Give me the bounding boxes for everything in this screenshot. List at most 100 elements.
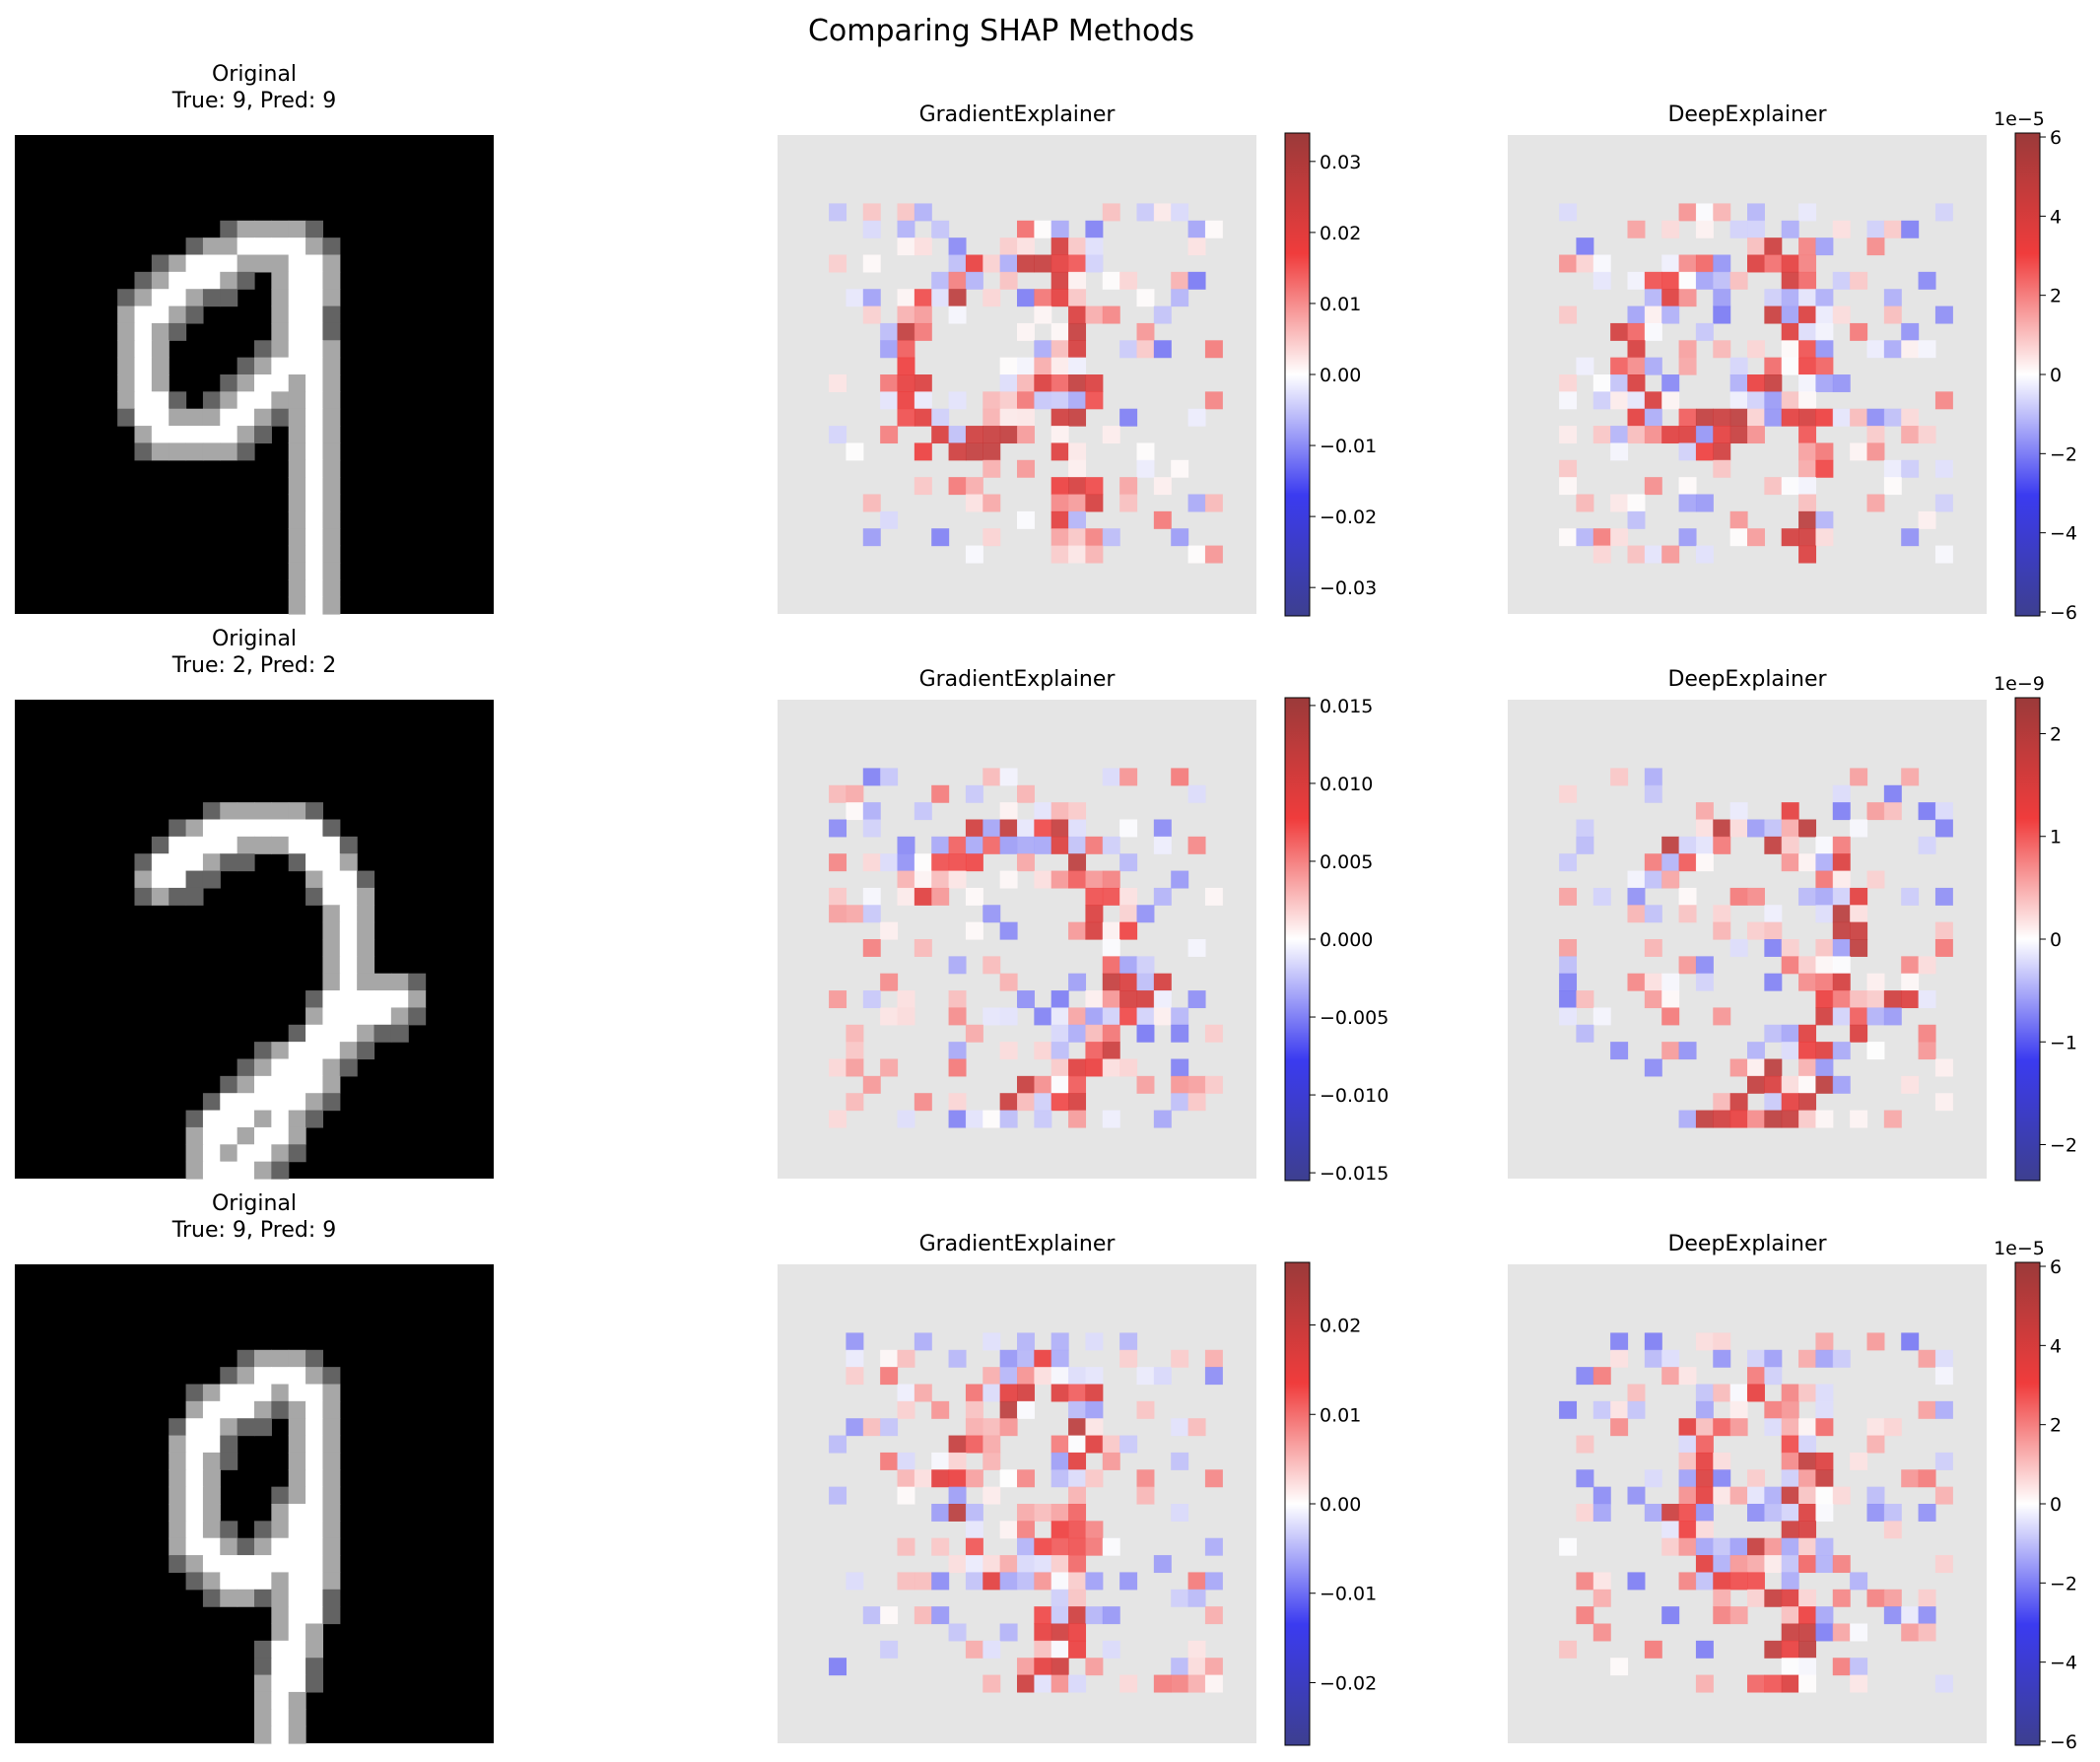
shap-cell bbox=[965, 1435, 983, 1454]
shap-cell bbox=[948, 289, 967, 307]
shap-cell bbox=[1747, 254, 1765, 273]
digit-pixel bbox=[220, 1589, 238, 1607]
shap-cell bbox=[1068, 357, 1087, 375]
digit-pixel bbox=[322, 1007, 341, 1026]
shap-cell bbox=[1815, 939, 1834, 957]
digit-image-pixels bbox=[117, 220, 341, 615]
digit-pixel bbox=[339, 956, 358, 975]
shap-cell bbox=[1187, 1572, 1206, 1591]
digit-pixel bbox=[288, 1691, 306, 1710]
shap-cell bbox=[1576, 1572, 1594, 1591]
shap-cell bbox=[1798, 459, 1817, 478]
colorbar bbox=[1285, 1262, 1310, 1745]
digit-pixel bbox=[357, 1007, 375, 1026]
digit-pixel bbox=[117, 305, 136, 324]
shap-cell bbox=[1729, 1606, 1748, 1625]
shap-cell bbox=[1050, 1384, 1069, 1402]
shap-cell bbox=[1832, 1623, 1851, 1642]
shap-cell bbox=[1050, 340, 1069, 359]
shap-cell bbox=[846, 1418, 864, 1437]
shap-cell bbox=[914, 477, 932, 496]
shap-cell bbox=[1661, 391, 1680, 410]
shap-cell bbox=[1883, 305, 1902, 324]
shap-cell bbox=[1815, 1400, 1834, 1419]
shap-cell bbox=[965, 1418, 983, 1437]
shap-cell bbox=[1781, 1075, 1799, 1094]
shap-cell bbox=[897, 322, 915, 341]
shap-cell bbox=[1918, 340, 1936, 359]
digit-pixel bbox=[254, 1400, 272, 1419]
shap-cell bbox=[1764, 1058, 1783, 1077]
shap-cell bbox=[1678, 1435, 1697, 1454]
shap-cell bbox=[1866, 1435, 1885, 1454]
shap-cell bbox=[965, 254, 983, 273]
digit-pixel bbox=[288, 1452, 306, 1470]
shap-cell bbox=[1883, 408, 1902, 427]
shap-cell bbox=[1678, 203, 1697, 222]
shap-cell bbox=[1781, 1555, 1799, 1574]
shap-cell bbox=[897, 203, 915, 222]
shap-cell bbox=[1068, 1452, 1087, 1470]
shap-cell bbox=[1102, 887, 1120, 906]
digit-pixel bbox=[237, 408, 255, 427]
digit-pixel bbox=[254, 1110, 272, 1128]
shap-cell bbox=[1187, 1075, 1206, 1094]
shap-cell bbox=[1713, 1384, 1731, 1402]
shap-cell bbox=[1610, 322, 1629, 341]
digit-pixel bbox=[254, 220, 272, 238]
digit-pixel bbox=[202, 391, 221, 410]
shap-cell bbox=[982, 1572, 1001, 1591]
shap-cell bbox=[1713, 1452, 1731, 1470]
shap-cell bbox=[1050, 254, 1069, 273]
shap-cell bbox=[1747, 1042, 1765, 1060]
digit-pixel bbox=[288, 271, 306, 290]
colorbar bbox=[2015, 133, 2040, 616]
shap-cell bbox=[1866, 408, 1885, 427]
shap-cell bbox=[1559, 254, 1578, 273]
digit-pixel bbox=[271, 289, 290, 307]
shap-cell bbox=[1034, 1007, 1052, 1026]
shap-cell bbox=[1764, 1418, 1783, 1437]
shap-cell bbox=[897, 408, 915, 427]
shap-cell bbox=[1918, 802, 1936, 821]
shap-cell bbox=[1764, 1110, 1783, 1128]
shap-cell bbox=[1171, 459, 1189, 478]
digit-pixel bbox=[169, 1537, 187, 1556]
colorbar bbox=[2015, 1262, 2040, 1745]
shap-cell bbox=[1678, 1504, 1697, 1522]
shap-cell bbox=[1050, 1367, 1069, 1386]
shap-cell bbox=[1815, 973, 1834, 991]
shap-cell bbox=[1153, 990, 1172, 1009]
digit-pixel bbox=[237, 1384, 255, 1402]
shap-cell bbox=[1866, 220, 1885, 238]
shap-cell bbox=[1068, 459, 1087, 478]
shap-cell bbox=[1085, 305, 1104, 324]
digit-pixel bbox=[288, 1349, 306, 1368]
shap-cell bbox=[1034, 340, 1052, 359]
digit-pixel bbox=[202, 1537, 221, 1556]
shap-cell bbox=[965, 1110, 983, 1128]
shap-cell bbox=[1764, 1400, 1783, 1419]
digit-pixel bbox=[185, 1555, 204, 1574]
colorbar-tick-label: 0.03 bbox=[1320, 152, 1361, 173]
shap-cell bbox=[1866, 1504, 1885, 1522]
shap-cell bbox=[1050, 1042, 1069, 1060]
digit-pixel bbox=[237, 819, 255, 838]
shap-cell bbox=[1050, 1589, 1069, 1607]
shap-cell bbox=[1559, 1537, 1578, 1556]
shap-cell bbox=[1050, 1093, 1069, 1112]
shap-cell bbox=[1798, 357, 1817, 375]
shap-cell bbox=[1713, 1332, 1731, 1351]
digit-pixel bbox=[271, 1400, 290, 1419]
digit-pixel bbox=[254, 1144, 272, 1163]
colorbar-tick-label: −0.01 bbox=[1320, 436, 1377, 457]
shap-cell bbox=[1017, 237, 1035, 256]
digit-pixel bbox=[305, 1400, 324, 1419]
shap-cell bbox=[1204, 1572, 1223, 1591]
shap-cell bbox=[1017, 1332, 1035, 1351]
shap-cell bbox=[1068, 494, 1087, 512]
shap-cell bbox=[999, 1042, 1018, 1060]
shap-cell bbox=[1085, 1007, 1104, 1026]
shap-cell bbox=[1050, 1555, 1069, 1574]
